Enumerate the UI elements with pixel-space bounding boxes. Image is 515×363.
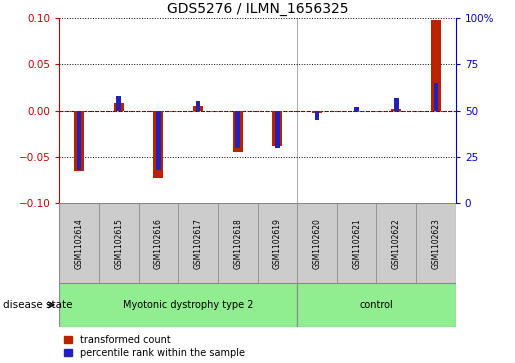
Text: GSM1102623: GSM1102623 [432, 218, 440, 269]
Text: GSM1102616: GSM1102616 [154, 218, 163, 269]
Text: GSM1102622: GSM1102622 [392, 218, 401, 269]
Bar [59, 203, 99, 283]
Bar [297, 283, 456, 327]
Bar [59, 283, 297, 327]
Bar [235, 111, 240, 148]
Bar [431, 20, 441, 111]
Bar [416, 203, 456, 283]
Bar [354, 107, 359, 111]
Bar [337, 203, 376, 283]
Text: GSM1102617: GSM1102617 [194, 218, 202, 269]
Title: GDS5276 / ILMN_1656325: GDS5276 / ILMN_1656325 [167, 2, 348, 16]
Bar [156, 111, 161, 170]
Bar [434, 83, 438, 111]
Text: GSM1102619: GSM1102619 [273, 218, 282, 269]
Bar [297, 203, 337, 283]
Text: GSM1102618: GSM1102618 [233, 218, 242, 269]
Bar [272, 111, 282, 146]
Text: control: control [359, 300, 393, 310]
Legend: transformed count, percentile rank within the sample: transformed count, percentile rank withi… [64, 335, 245, 358]
Bar [258, 203, 297, 283]
Bar [233, 111, 243, 152]
Bar [376, 203, 416, 283]
Bar [99, 203, 139, 283]
Bar [77, 111, 81, 170]
Bar [116, 96, 121, 111]
Text: disease state: disease state [3, 300, 72, 310]
Text: GSM1102621: GSM1102621 [352, 218, 361, 269]
Bar [391, 109, 401, 111]
Bar [394, 98, 399, 111]
Bar [139, 203, 178, 283]
Bar [153, 111, 163, 178]
Bar [114, 103, 124, 111]
Bar [312, 111, 322, 114]
Text: GSM1102620: GSM1102620 [313, 218, 321, 269]
Bar [218, 203, 258, 283]
Text: GSM1102615: GSM1102615 [114, 218, 123, 269]
Bar [74, 111, 84, 171]
Text: GSM1102614: GSM1102614 [75, 218, 83, 269]
Bar [275, 111, 280, 148]
Bar [178, 203, 218, 283]
Bar [193, 106, 203, 111]
Bar [315, 111, 319, 120]
Bar [196, 101, 200, 111]
Text: Myotonic dystrophy type 2: Myotonic dystrophy type 2 [123, 300, 253, 310]
